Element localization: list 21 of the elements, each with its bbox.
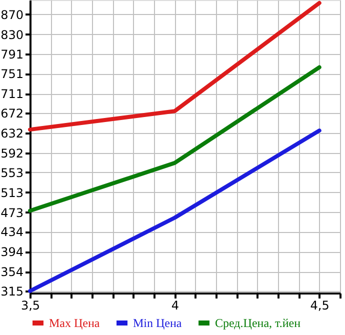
y-tick-label: 434 bbox=[0, 225, 24, 240]
y-tick-label: 830 bbox=[0, 28, 24, 42]
y-tick-label: 513 bbox=[0, 186, 24, 200]
y-tick-label: 791 bbox=[0, 47, 24, 62]
legend-label: Max Цена bbox=[49, 316, 100, 330]
y-tick-label: 394 bbox=[0, 245, 24, 260]
y-tick-label: 354 bbox=[0, 265, 24, 280]
legend-label: Сред.Цена, т.йен bbox=[215, 316, 302, 330]
y-tick-label: 870 bbox=[0, 8, 24, 22]
x-tick-label: 3,5 bbox=[20, 298, 40, 312]
y-tick-label: 592 bbox=[0, 146, 24, 160]
x-tick-label: 4 bbox=[171, 298, 179, 312]
x-tick-label: 4,5 bbox=[310, 298, 330, 312]
y-tick-label: 553 bbox=[0, 166, 24, 180]
y-tick-label: 672 bbox=[0, 106, 24, 121]
y-tick-label: 315 bbox=[0, 284, 24, 299]
y-tick-label: 751 bbox=[0, 67, 24, 82]
y-tick-label: 632 bbox=[0, 126, 24, 141]
y-tick-label: 711 bbox=[0, 87, 24, 102]
y-tick-label: 473 bbox=[0, 206, 24, 220]
legend-label: Min Цена bbox=[133, 316, 182, 330]
